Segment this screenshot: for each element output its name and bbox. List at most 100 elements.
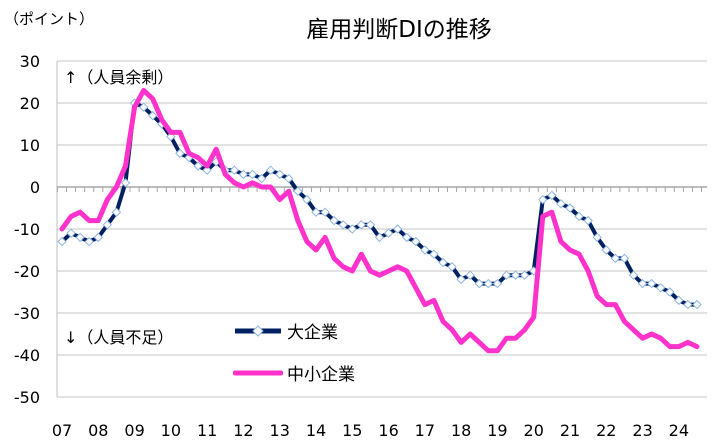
data-point-large-firms	[683, 299, 693, 310]
chart-title: 雇用判断DIの推移	[306, 17, 492, 43]
x-tick-label: 21	[560, 421, 580, 440]
data-point-large-firms	[75, 232, 85, 243]
legend-item-small-firms: 中小企業	[233, 360, 355, 385]
x-tick-label: 16	[378, 421, 398, 440]
data-point-large-firms	[311, 207, 321, 217]
y-tick-label: -30	[14, 304, 40, 323]
data-point-large-firms	[338, 220, 348, 230]
y-tick-label: 0	[30, 178, 40, 197]
data-point-large-firms	[84, 236, 94, 247]
data-point-large-firms	[510, 270, 521, 280]
y-tick-label: 10	[20, 136, 40, 155]
x-tick-label: 09	[124, 421, 144, 440]
x-tick-label: 18	[451, 421, 471, 440]
data-point-large-firms	[447, 262, 457, 272]
data-point-large-firms	[365, 220, 376, 230]
legend-swatch-small-firms	[233, 370, 283, 375]
x-tick-label: 17	[415, 421, 435, 440]
y-tick-label: -50	[14, 388, 40, 407]
data-point-large-firms	[637, 278, 648, 289]
data-point-large-firms	[646, 278, 657, 289]
data-point-large-firms	[284, 173, 294, 184]
x-tick-label: 20	[524, 421, 544, 440]
data-point-large-firms	[275, 169, 285, 180]
data-point-large-firms	[492, 278, 503, 289]
data-point-large-firms	[438, 257, 448, 268]
x-tick-label: 12	[233, 421, 253, 440]
data-point-large-firms	[265, 165, 276, 175]
data-point-large-firms	[293, 186, 303, 196]
data-point-large-firms	[247, 169, 258, 180]
data-point-large-firms	[138, 102, 149, 112]
data-point-large-firms	[175, 148, 185, 159]
data-point-large-firms	[556, 199, 566, 209]
data-point-large-firms	[202, 165, 212, 175]
data-point-large-firms	[383, 228, 394, 238]
data-point-large-firms	[619, 253, 630, 264]
data-point-large-firms	[329, 215, 339, 226]
x-tick-label: 08	[88, 421, 108, 440]
x-tick-label: 24	[669, 421, 689, 440]
x-tick-label: 13	[270, 421, 290, 440]
data-point-large-firms	[102, 220, 113, 230]
data-point-large-firms	[256, 173, 267, 184]
data-point-large-firms	[57, 236, 67, 247]
data-point-large-firms	[574, 211, 584, 222]
data-point-large-firms	[120, 178, 131, 188]
data-point-large-firms	[692, 299, 702, 310]
data-point-large-firms	[429, 249, 439, 259]
data-point-large-firms	[483, 278, 494, 289]
data-point-large-firms	[402, 232, 412, 243]
data-point-large-firms	[347, 224, 357, 234]
data-point-large-firms	[601, 245, 611, 255]
x-tick-label: 10	[161, 421, 181, 440]
y-tick-label: -20	[14, 262, 40, 281]
y-tick-label: -10	[14, 220, 40, 239]
data-point-large-firms	[320, 207, 330, 217]
shortage-annotation: ↓（人員不足）	[64, 328, 174, 347]
data-point-large-firms	[420, 245, 430, 255]
data-point-large-firms	[465, 270, 475, 280]
legend-swatch-large-firms	[235, 324, 281, 337]
data-point-large-firms	[66, 228, 76, 238]
data-point-large-firms	[356, 220, 367, 230]
data-point-large-firms	[628, 270, 639, 280]
data-point-large-firms	[665, 287, 675, 297]
legend-item-large-firms: 大企業	[233, 318, 338, 343]
x-tick-label: 15	[342, 421, 362, 440]
legend-label-small-firms: 中小企業	[287, 365, 355, 385]
data-point-large-firms	[610, 253, 621, 264]
x-tick-label: 22	[596, 421, 616, 440]
data-point-large-firms	[656, 283, 666, 293]
data-point-large-firms	[501, 270, 512, 280]
data-point-large-firms	[411, 236, 421, 247]
data-point-large-firms	[583, 215, 593, 226]
x-tick-label: 11	[197, 421, 217, 440]
data-point-large-firms	[674, 295, 684, 306]
x-tick-label: 14	[306, 421, 326, 440]
data-point-large-firms	[302, 194, 312, 205]
data-point-large-firms	[474, 278, 484, 289]
data-point-large-firms	[538, 194, 548, 205]
series-line-small-firms	[59, 87, 700, 354]
data-point-large-firms	[456, 274, 466, 285]
data-point-large-firms	[592, 232, 602, 243]
y-tick-label: 30	[20, 52, 40, 71]
data-point-large-firms	[547, 190, 557, 201]
data-point-large-firms	[392, 224, 403, 234]
y-tick-label: 20	[20, 94, 40, 113]
surplus-annotation: ↑（人員余剰）	[64, 68, 174, 87]
x-tick-label: 19	[487, 421, 507, 440]
y-axis-unit-label: （ポイント）	[4, 10, 95, 28]
data-point-large-firms	[519, 270, 530, 280]
data-point-large-firms	[229, 165, 240, 175]
data-point-large-firms	[111, 207, 122, 217]
data-point-large-firms	[565, 203, 575, 213]
data-point-large-firms	[374, 232, 385, 243]
data-point-large-firms	[93, 232, 103, 243]
data-point-large-firms	[238, 169, 249, 180]
legend-label-large-firms: 大企業	[287, 323, 338, 343]
x-tick-label: 07	[52, 421, 72, 440]
